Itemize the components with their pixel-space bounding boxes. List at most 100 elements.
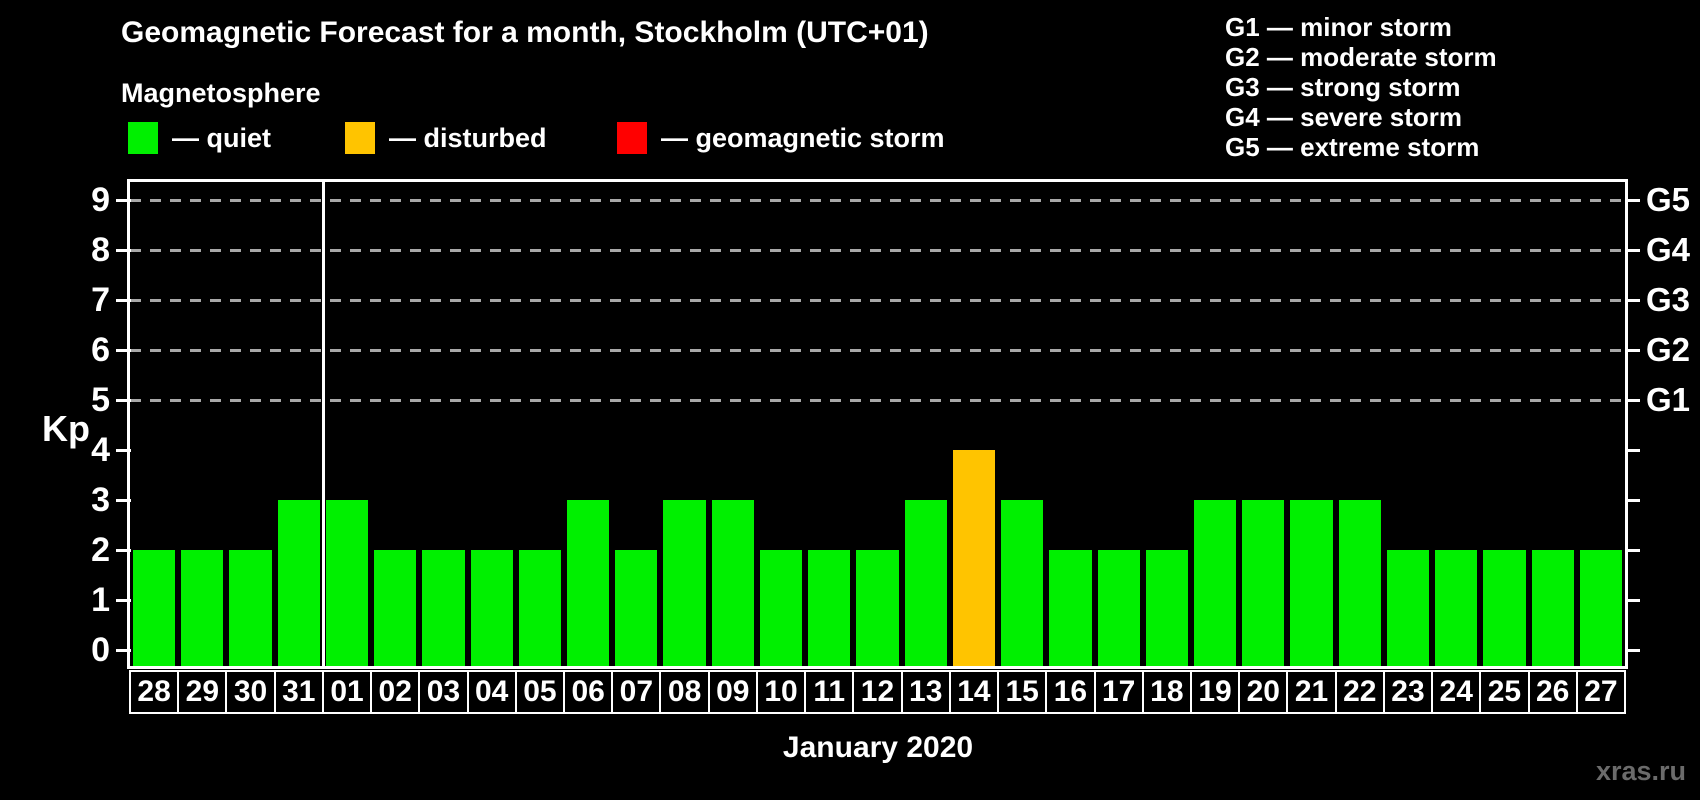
kp-bar-08: [663, 500, 706, 666]
gridline-kp8: [130, 249, 1625, 252]
legend-swatch-storm: [617, 122, 647, 154]
g-legend-line-4: G4 — severe storm: [1225, 102, 1463, 132]
kp-bar-16: [1049, 550, 1092, 666]
kp-bar-22: [1338, 500, 1381, 666]
day-label-box-28: 28: [129, 670, 180, 714]
watermark: xras.ru: [1595, 756, 1686, 786]
y-tick-right-8: [1625, 249, 1640, 252]
day-label-box-07: 07: [611, 670, 662, 714]
y-tick-label-8: 8: [91, 231, 110, 269]
kp-bar-15: [1001, 500, 1044, 666]
y-tick-left-3: [116, 499, 131, 502]
kp-bar-01: [325, 500, 369, 666]
kp-bar-23: [1386, 550, 1430, 666]
kp-bar-30: [229, 550, 272, 666]
gridline-kp6: [130, 349, 1625, 352]
legend-item-quiet: — quiet: [128, 121, 271, 155]
day-label-box-05: 05: [514, 670, 566, 714]
day-label-box-22: 22: [1334, 670, 1385, 714]
kp-bar-19: [1193, 500, 1237, 666]
kp-bar-29: [181, 550, 224, 666]
kp-bar-07: [615, 550, 658, 666]
kp-bar-13: [904, 500, 947, 666]
day-label-box-10: 10: [755, 670, 807, 714]
day-label-box-19: 19: [1189, 670, 1241, 714]
kp-bar-28: [133, 550, 176, 666]
chart-title: Geomagnetic Forecast for a month, Stockh…: [121, 16, 929, 49]
y-tick-left-1: [116, 599, 131, 602]
g-axis-label-G4: G4: [1646, 231, 1691, 268]
y-tick-label-7: 7: [91, 281, 110, 319]
month-separator: [321, 182, 325, 666]
y-tick-left-8: [116, 249, 131, 252]
day-label-box-25: 25: [1479, 670, 1530, 714]
gridline-kp5: [130, 399, 1625, 402]
legend-swatch-quiet: [128, 122, 158, 154]
kp-bar-21: [1290, 500, 1333, 666]
day-label-box-12: 12: [852, 670, 903, 714]
magnetosphere-label: Magnetosphere: [121, 78, 321, 108]
kp-bar-26: [1531, 550, 1574, 666]
kp-bar-09: [711, 500, 754, 666]
kp-bar-31: [277, 500, 320, 666]
kp-bar-25: [1483, 550, 1526, 666]
y-tick-right-5: [1625, 399, 1640, 402]
y-tick-left-0: [116, 649, 131, 652]
day-label-box-26: 26: [1527, 670, 1578, 714]
y-tick-label-0: 0: [91, 631, 110, 669]
y-tick-right-9: [1625, 199, 1640, 202]
legend-item-storm: — geomagnetic storm: [617, 121, 945, 155]
g-axis-label-G2: G2: [1646, 331, 1691, 368]
day-label-box-01: 01: [321, 670, 373, 714]
kp-bar-14: [952, 450, 996, 666]
day-label-box-21: 21: [1286, 670, 1337, 714]
gridline-kp9: [130, 199, 1625, 202]
kp-bar-18: [1145, 550, 1188, 666]
kp-bar-10: [759, 550, 803, 666]
kp-bar-06: [567, 500, 610, 666]
y-tick-left-4: [116, 449, 131, 452]
day-label-box-24: 24: [1431, 670, 1482, 714]
g-axis-label-G5: G5: [1646, 181, 1691, 218]
day-label-box-06: 06: [563, 670, 614, 714]
kp-bar-27: [1579, 550, 1622, 666]
day-label-box-15: 15: [997, 670, 1048, 714]
day-label-box-20: 20: [1238, 670, 1289, 714]
g-axis-label-G3: G3: [1646, 281, 1691, 318]
day-label-box-09: 09: [707, 670, 758, 714]
y-tick-left-7: [116, 299, 131, 302]
day-label-box-27: 27: [1575, 670, 1626, 714]
gridline-kp7: [130, 299, 1625, 302]
day-label-box-23: 23: [1382, 670, 1434, 714]
kp-bar-04: [470, 550, 513, 666]
day-label-box-18: 18: [1141, 670, 1192, 714]
kp-bar-11: [808, 550, 851, 666]
g-scale-legend: G1 — minor storm G2 — moderate storm G3 — …: [1225, 12, 1497, 162]
g-legend-line-5: G5 — extreme storm: [1225, 132, 1480, 162]
legend-label-quiet: — quiet: [172, 122, 271, 153]
y-tick-left-6: [116, 349, 131, 352]
g-legend-line-1: G1 — minor storm: [1225, 12, 1452, 42]
y-tick-label-2: 2: [91, 531, 110, 569]
y-tick-left-2: [116, 549, 131, 552]
legend-swatch-disturbed: [345, 122, 375, 154]
day-label-box-13: 13: [900, 670, 951, 714]
y-tick-right-4: [1625, 449, 1640, 452]
day-label-box-30: 30: [225, 670, 276, 714]
y-tick-left-5: [116, 399, 131, 402]
day-label-box-11: 11: [804, 670, 855, 714]
y-tick-label-6: 6: [91, 331, 110, 369]
kp-bar-02: [374, 550, 417, 666]
y-tick-right-7: [1625, 299, 1640, 302]
kp-bar-12: [856, 550, 899, 666]
y-tick-label-1: 1: [91, 581, 110, 619]
y-tick-right-6: [1625, 349, 1640, 352]
y-tick-right-2: [1625, 549, 1640, 552]
y-tick-right-1: [1625, 599, 1640, 602]
day-label-box-31: 31: [273, 670, 324, 714]
y-tick-left-9: [116, 199, 131, 202]
kp-bar-24: [1435, 550, 1478, 666]
legend-item-disturbed: — disturbed: [345, 121, 547, 155]
day-label-box-03: 03: [418, 670, 469, 714]
